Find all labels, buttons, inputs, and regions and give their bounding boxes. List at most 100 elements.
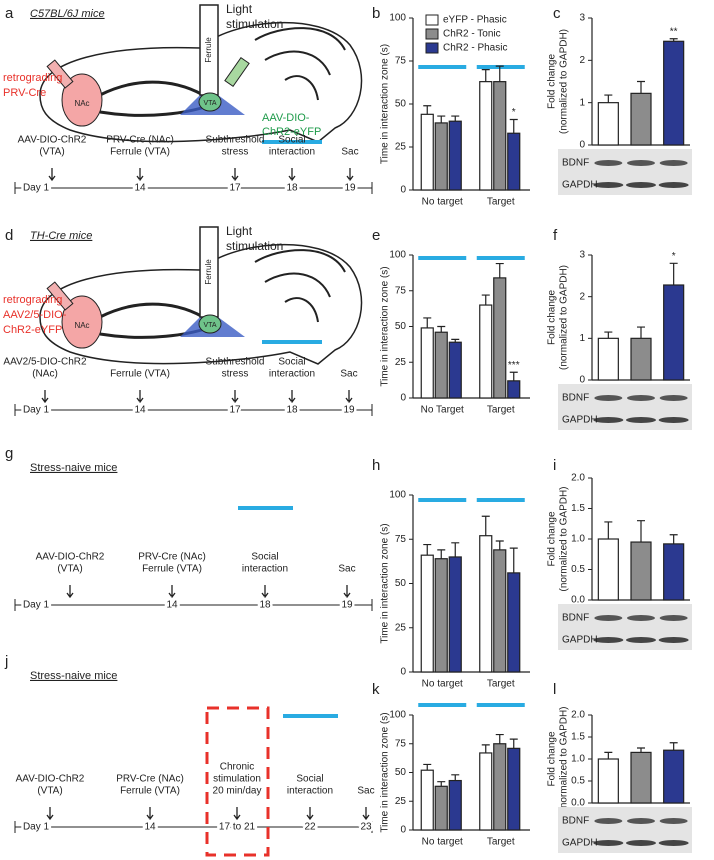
bar	[420, 113, 434, 191]
event-arrow	[261, 585, 269, 599]
legend-label: eYFP - Phasic	[443, 15, 507, 26]
day-label: 14	[134, 183, 146, 194]
error-bar	[637, 747, 645, 753]
nac	[61, 295, 103, 349]
stimulation-bar	[238, 506, 293, 510]
bar	[507, 380, 521, 399]
y-axis-label: (normalized to GAPDH)	[559, 486, 570, 591]
chronic-box	[205, 706, 270, 857]
x-tick-label: Target	[487, 405, 515, 416]
error-bar	[423, 317, 432, 328]
event-label: Social	[296, 774, 323, 785]
bar	[434, 558, 448, 673]
event-label: interaction	[242, 564, 288, 575]
blot-band	[658, 417, 689, 423]
x-tick-label: Target	[487, 197, 515, 208]
y-axis-label: (normalized to GAPDH)	[559, 29, 570, 134]
event-label: stress	[222, 147, 249, 158]
event-arrow	[136, 390, 144, 404]
event-arrow	[288, 168, 296, 182]
bar	[597, 337, 619, 381]
nac	[61, 73, 103, 127]
day-label: Day 1	[23, 822, 50, 833]
event-label: interaction	[287, 786, 333, 797]
y-tick-label: 0	[579, 140, 585, 151]
event-label: stimulation	[213, 774, 261, 785]
bar	[493, 81, 507, 191]
y-axis-label: Fold change	[547, 731, 558, 786]
error-bar	[495, 262, 504, 278]
bar	[479, 81, 493, 191]
event-arrow	[288, 390, 296, 404]
y-tick-label: 2.0	[571, 473, 585, 484]
stimulation-bar	[262, 340, 322, 344]
blot-label: GAPDH	[562, 180, 598, 191]
blot-band	[594, 160, 623, 166]
event-label: Social	[278, 135, 305, 146]
y-tick-label: 75	[395, 285, 407, 296]
cerebellum	[254, 249, 346, 323]
y-tick-label: 0.0	[571, 595, 585, 606]
error-bar	[423, 105, 432, 115]
panel-title: Stress-naive mice	[30, 462, 117, 474]
blot-band	[594, 615, 623, 621]
error-bar	[423, 763, 432, 771]
x-tick-label: No target	[422, 197, 463, 208]
bar	[420, 327, 434, 399]
event-arrow	[146, 807, 154, 821]
bar	[597, 102, 619, 146]
event-label: PRV-Cre (NAc)	[116, 774, 184, 785]
blot-band	[593, 417, 624, 423]
stimulation-bar	[476, 65, 525, 69]
event-label: (VTA)	[57, 564, 82, 575]
vta-label: VTA	[203, 322, 216, 329]
bar	[630, 337, 652, 381]
annotation: **	[670, 26, 678, 37]
y-axis-label: Fold change	[547, 290, 558, 345]
day-label: 14	[166, 600, 178, 611]
vta	[198, 92, 222, 112]
event-arrow	[345, 390, 353, 404]
y-tick-label: 50	[395, 99, 407, 110]
day-label: Day 1	[23, 183, 50, 194]
bar	[630, 751, 652, 804]
event-arrow	[66, 585, 74, 599]
event-label: (VTA)	[39, 147, 64, 158]
blot-band	[659, 395, 688, 401]
stimulation-bar	[476, 703, 525, 707]
event-label: Ferrule (VTA)	[110, 147, 170, 158]
event-label: interaction	[269, 369, 315, 380]
error-bar	[481, 744, 490, 753]
error-bar	[604, 751, 613, 759]
event-label: Subthreshold	[206, 357, 265, 368]
bar	[448, 779, 462, 831]
virus-label: PRV-Cre	[3, 87, 46, 99]
blot-label: BDNF	[562, 158, 589, 169]
error-bar	[437, 549, 446, 559]
error-bar	[637, 80, 645, 94]
x-tick-label: No target	[422, 837, 463, 848]
legend-swatch	[425, 42, 439, 54]
event-arrow	[233, 807, 241, 821]
panel-letter: g	[5, 445, 13, 462]
event-arrow	[168, 585, 176, 599]
virus-label: retrograding	[3, 294, 62, 306]
event-arrow	[346, 168, 354, 182]
y-tick-label: 25	[395, 142, 407, 153]
y-tick-label: 1	[579, 97, 585, 108]
error-bar	[509, 371, 518, 381]
event-arrow	[231, 168, 239, 182]
error-bar	[495, 733, 504, 744]
y-axis-label: Time in interaction zone (s)	[380, 266, 391, 386]
y-axis-label: Time in interaction zone (s)	[380, 523, 391, 643]
y-tick-label: 2	[579, 291, 585, 302]
day-label: Day 1	[23, 405, 50, 416]
panel-letter: e	[372, 227, 380, 244]
event-label: Sac	[338, 564, 355, 575]
event-label: interaction	[269, 147, 315, 158]
bar	[507, 132, 521, 191]
y-tick-label: 25	[395, 796, 407, 807]
y-tick-label: 75	[395, 534, 407, 545]
